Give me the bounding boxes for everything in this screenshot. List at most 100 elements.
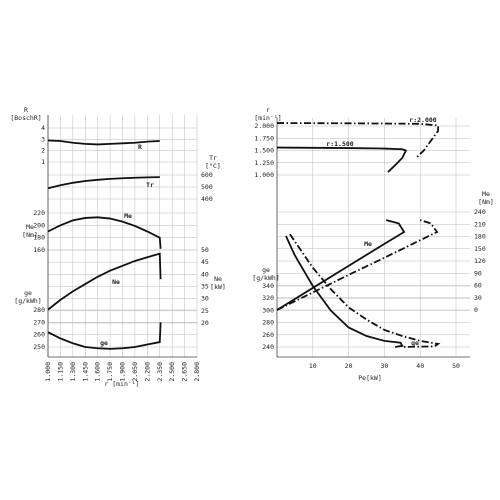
y-tick-label: 300 [262,306,274,314]
y-tick-label: 2.000 [254,122,274,130]
x-tick-label: 1.600 [94,362,102,382]
series-label: r:1.500 [326,140,353,148]
y-tick-label: 25 [201,307,209,315]
y-tick-label: 150 [474,245,486,253]
y-tick-label: 30 [201,295,209,303]
y-tick-label: 240 [474,208,486,216]
line-series [47,322,162,350]
y-axis-label: Ne [214,275,222,283]
line-series [47,252,162,311]
y-tick-label: 4 [41,124,45,132]
y-tick-label: 2 [41,147,45,155]
y-axis-label: Me [482,190,490,198]
y-tick-label: 120 [474,257,486,265]
x-tick-label: 1.900 [119,362,127,382]
series-label: Me [364,240,372,248]
line-series [289,233,441,348]
y-tick-label: 180 [33,234,45,242]
y-tick-label: 250 [33,343,45,351]
x-tick-label: 20 [345,362,353,370]
line-series [276,219,406,311]
x-tick-label: 50 [452,362,460,370]
line-series [285,235,404,348]
x-tick-label: 30 [380,362,388,370]
y-axis-label: Me [26,223,34,231]
y-axis-label: Tr [209,154,217,162]
y-axis-label: r [266,106,270,114]
y-axis-label: ge [24,289,32,297]
y-tick-label: 220 [33,209,45,217]
y-tick-label: 1.750 [254,134,274,142]
x-tick-label: 1.150 [56,362,64,382]
line-series [47,139,160,146]
x-tick-label: 2.800 [193,362,201,382]
y-tick-label: 210 [474,220,486,228]
plots: 1.000 1.150 1.300 1.450 1.600 1.750 1.900 2.050… [10,106,493,388]
y-axis-unit: [g/kWh] [252,274,279,282]
x-axis-label: Pe[kW] [358,374,381,382]
y-axis-unit: [°C] [205,162,221,170]
series-label: ge [100,339,108,347]
y-tick-label: 90 [474,269,482,277]
x-tick-label: 2.050 [131,362,139,382]
y-axis-unit: [Nm] [22,231,38,239]
y-tick-label: 40 [201,270,209,278]
y-tick-label: 35 [201,283,209,291]
y-tick-label: 200 [33,221,45,229]
y-tick-label: 260 [33,331,45,339]
y-tick-label: 0 [474,306,478,314]
line-series [47,176,160,190]
y-tick-label: 600 [201,171,213,179]
series-label: Me [124,212,132,220]
y-tick-label: 60 [474,282,482,290]
y-axis-unit: [g/kWh] [14,297,41,305]
x-tick-label: 1.450 [81,362,89,382]
y-tick-label: 320 [262,294,274,302]
y-axis-unit: [min⁻¹] [254,114,281,122]
y-tick-label: 280 [33,306,45,314]
y-tick-label: 1.000 [254,171,274,179]
y-tick-label: 1.500 [254,147,274,155]
line-series [276,219,439,311]
y-tick-label: 500 [201,183,213,191]
x-axis-label: r [min⁻¹] [104,380,139,388]
y-tick-label: 20 [201,319,209,327]
x-tick-label: 2.350 [156,362,164,382]
x-tick-label: 1.750 [106,362,114,382]
series-label: Tr [146,181,154,189]
y-tick-label: 180 [474,233,486,241]
y-tick-label: 50 [201,246,209,254]
y-tick-label: 1.250 [254,159,274,167]
series-label: r:2.000 [409,116,436,124]
y-axis-unit: [Nm] [478,198,494,206]
y-tick-label: 3 [41,135,45,143]
x-tick-label: 2.200 [143,362,151,382]
y-axis-unit: [kW] [210,283,226,291]
line-series [276,122,439,159]
x-tick-label: 1.000 [44,362,52,382]
series-label: R [138,143,142,151]
x-tick-label: 2.500 [168,362,176,382]
grid [47,115,470,357]
x-tick-label: 2.650 [181,362,189,382]
series-label: ge [411,339,419,347]
y-tick-label: 30 [474,294,482,302]
line-series [47,216,162,249]
y-axis-label: ge [262,266,270,274]
y-tick-label: 240 [262,343,274,351]
line-series [276,146,408,173]
y-tick-label: 260 [262,331,274,339]
y-axis-unit: [BoschR] [10,114,41,122]
y-tick-label: 340 [262,282,274,290]
x-tick-label: 10 [309,362,317,370]
y-tick-label: 160 [33,246,45,254]
y-tick-label: 1 [41,158,45,166]
y-tick-label: 400 [201,195,213,203]
x-tick-label: 40 [416,362,424,370]
y-tick-label: 45 [201,258,209,266]
x-tick-label: 1.300 [69,362,77,382]
y-tick-label: 280 [262,319,274,327]
series-label: Ne [112,278,120,286]
y-axis-label: R [24,106,28,114]
